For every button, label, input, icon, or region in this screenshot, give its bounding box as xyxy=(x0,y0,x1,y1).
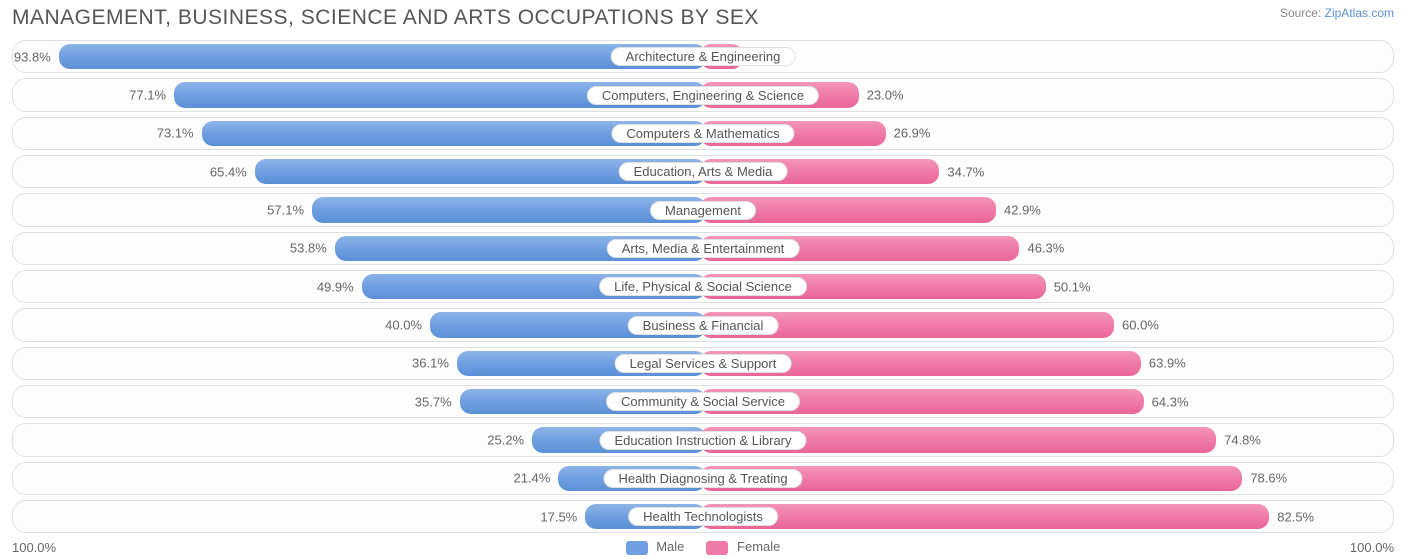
bar-row: 36.1% 63.9% Legal Services & Support xyxy=(12,347,1394,380)
source-attribution: Source: ZipAtlas.com xyxy=(1280,6,1394,20)
bar-row: 73.1% 26.9% Computers & Mathematics xyxy=(12,117,1394,150)
female-swatch-icon xyxy=(706,541,728,555)
source-link[interactable]: ZipAtlas.com xyxy=(1325,6,1394,20)
bar-row: 77.1% 23.0% Computers, Engineering & Scien… xyxy=(12,78,1394,111)
bar-rows: 93.8%6.2%Architecture & Engineering 77.1%… xyxy=(12,40,1394,533)
chart-container: MANAGEMENT, BUSINESS, SCIENCE AND ARTS O… xyxy=(0,0,1406,559)
category-label: Community & Social Service xyxy=(606,392,800,411)
male-value-label: 35.7% xyxy=(415,394,452,409)
category-label: Education Instruction & Library xyxy=(599,431,806,450)
male-value-label: 93.8% xyxy=(14,49,51,64)
male-value-label: 73.1% xyxy=(157,126,194,141)
female-value-label: 26.9% xyxy=(894,126,931,141)
male-bar xyxy=(59,44,706,69)
category-label: Arts, Media & Entertainment xyxy=(607,239,800,258)
category-label: Life, Physical & Social Science xyxy=(599,277,807,296)
male-value-label: 40.0% xyxy=(385,318,422,333)
legend-item-male: Male xyxy=(626,539,685,555)
title-row: MANAGEMENT, BUSINESS, SCIENCE AND ARTS O… xyxy=(12,6,1394,30)
legend: Male Female xyxy=(72,539,1334,555)
category-label: Computers, Engineering & Science xyxy=(587,86,819,105)
bar-row: 21.4% 78.6% Health Diagnosing & Treating xyxy=(12,462,1394,495)
female-bar xyxy=(700,504,1269,529)
category-label: Health Technologists xyxy=(628,507,778,526)
category-label: Computers & Mathematics xyxy=(611,124,794,143)
bar-row: 40.0% 60.0% Business & Financial xyxy=(12,308,1394,341)
bar-row: 93.8%6.2%Architecture & Engineering xyxy=(12,40,1394,73)
category-label: Management xyxy=(650,201,756,220)
axis-label-left: 100.0% xyxy=(12,540,72,555)
legend-male-label: Male xyxy=(656,539,684,554)
category-label: Architecture & Engineering xyxy=(611,47,796,66)
female-value-label: 34.7% xyxy=(947,164,984,179)
female-value-label: 82.5% xyxy=(1277,509,1314,524)
male-value-label: 17.5% xyxy=(540,509,577,524)
male-value-label: 25.2% xyxy=(487,433,524,448)
bar-row: 49.9% 50.1% Life, Physical & Social Scienc… xyxy=(12,270,1394,303)
male-value-label: 53.8% xyxy=(290,241,327,256)
female-value-label: 63.9% xyxy=(1149,356,1186,371)
legend-female-label: Female xyxy=(737,539,780,554)
male-value-label: 36.1% xyxy=(412,356,449,371)
category-label: Health Diagnosing & Treating xyxy=(603,469,802,488)
male-bar xyxy=(312,197,706,222)
male-swatch-icon xyxy=(626,541,648,555)
female-value-label: 78.6% xyxy=(1250,471,1287,486)
male-value-label: 21.4% xyxy=(513,471,550,486)
bar-row: 17.5% 82.5% Health Technologists xyxy=(12,500,1394,533)
bar-row: 25.2% 74.8% Education Instruction & Librar… xyxy=(12,423,1394,456)
male-value-label: 77.1% xyxy=(129,88,166,103)
bar-row: 53.8% 46.3% Arts, Media & Entertainment xyxy=(12,232,1394,265)
male-value-label: 57.1% xyxy=(267,203,304,218)
legend-item-female: Female xyxy=(706,539,780,555)
female-value-label: 74.8% xyxy=(1224,433,1261,448)
chart-title: MANAGEMENT, BUSINESS, SCIENCE AND ARTS O… xyxy=(12,6,759,30)
bar-row: 57.1% 42.9% Management xyxy=(12,193,1394,226)
category-label: Education, Arts & Media xyxy=(619,162,788,181)
male-value-label: 65.4% xyxy=(210,164,247,179)
female-value-label: 46.3% xyxy=(1027,241,1064,256)
female-value-label: 42.9% xyxy=(1004,203,1041,218)
category-label: Business & Financial xyxy=(628,316,779,335)
male-value-label: 49.9% xyxy=(317,279,354,294)
female-value-label: 60.0% xyxy=(1122,318,1159,333)
axis-label-right: 100.0% xyxy=(1334,540,1394,555)
category-label: Legal Services & Support xyxy=(615,354,792,373)
female-value-label: 50.1% xyxy=(1054,279,1091,294)
female-value-label: 64.3% xyxy=(1152,394,1189,409)
female-value-label: 23.0% xyxy=(867,88,904,103)
chart-footer: 100.0% Male Female 100.0% xyxy=(12,539,1394,555)
source-label: Source: xyxy=(1280,6,1321,20)
bar-row: 35.7% 64.3% Community & Social Service xyxy=(12,385,1394,418)
bar-row: 65.4% 34.7% Education, Arts & Media xyxy=(12,155,1394,188)
